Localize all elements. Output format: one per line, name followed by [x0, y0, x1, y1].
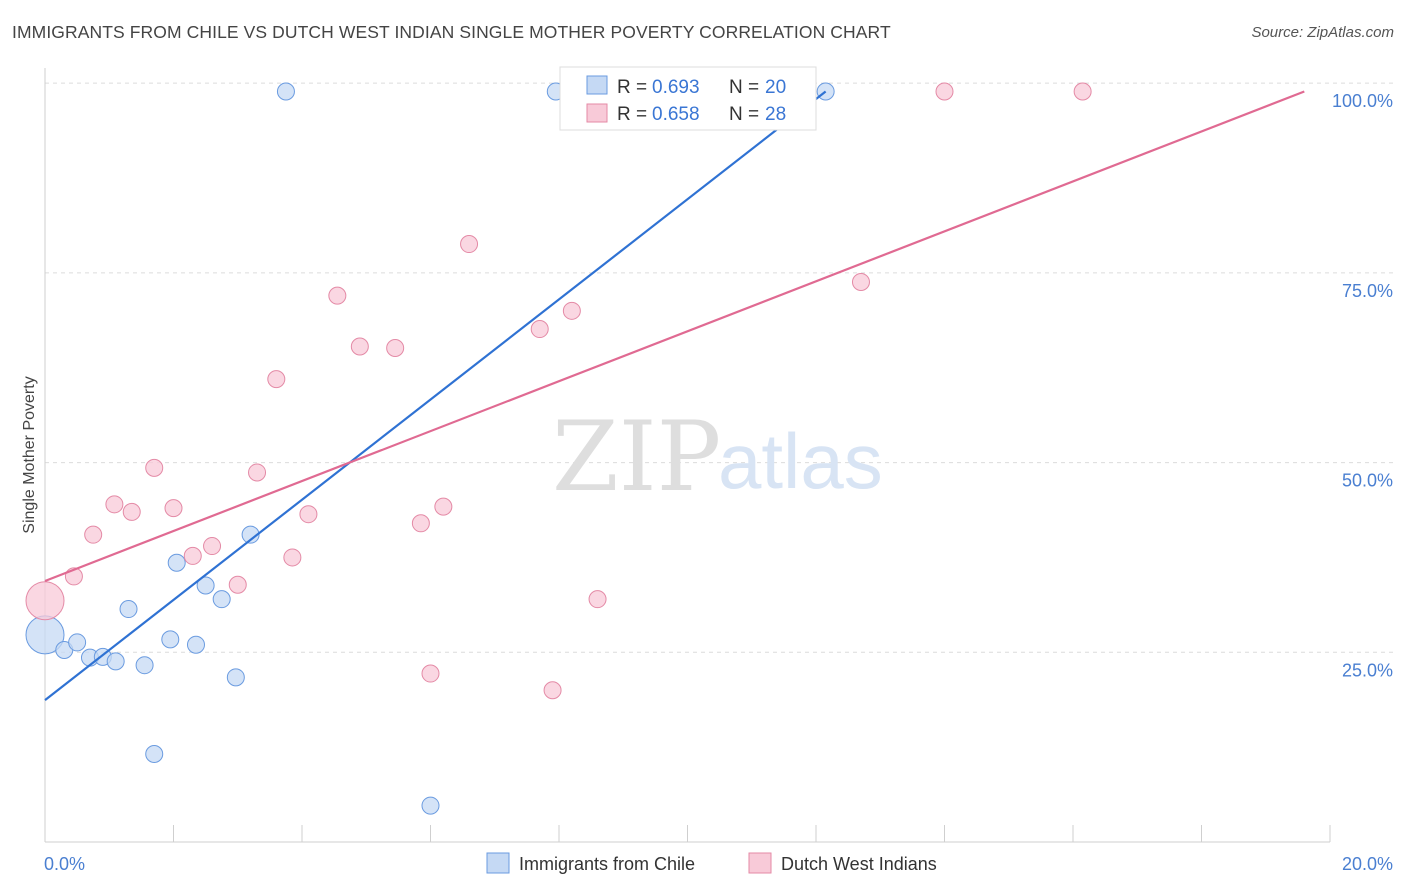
source-credit: Source: ZipAtlas.com [1251, 24, 1394, 41]
point-series0-7 [135, 656, 154, 675]
trend-lines [44, 90, 1305, 701]
x-tick-label-1: 20.0% [1342, 854, 1393, 874]
point-series1-19 [434, 497, 453, 516]
point-series1-10 [248, 463, 267, 482]
point-series1-15 [350, 337, 369, 356]
point-series1-12 [283, 548, 302, 567]
point-series0-15 [241, 525, 260, 544]
point-series1-3 [105, 495, 124, 514]
trend-line-series0 [44, 90, 827, 701]
point-series1-16 [386, 339, 405, 358]
axes [44, 68, 1331, 843]
point-series1-24 [588, 590, 607, 609]
point-series1-23 [562, 301, 581, 320]
y-tick-labels: 25.0% 50.0% 75.0% 100.0% [1332, 91, 1393, 680]
point-series0-2 [68, 633, 87, 652]
trend-line-series1 [44, 90, 1305, 582]
point-series1-22 [543, 681, 562, 700]
point-series0-11 [186, 635, 205, 654]
watermark-atlas: atlas [718, 417, 883, 505]
point-series0-5 [106, 652, 125, 671]
legend-n-label-chile: N = [729, 77, 759, 98]
grid-lines [45, 82, 1395, 653]
point-series1-4 [122, 502, 141, 521]
point-series1-14 [328, 286, 347, 305]
point-series1-20 [460, 235, 479, 254]
point-series1-7 [183, 546, 202, 565]
chart-title: IMMIGRANTS FROM CHILE VS DUTCH WEST INDI… [12, 22, 891, 42]
point-series0-17 [421, 796, 440, 815]
legend-r-value-dutch: 0.658 [652, 104, 700, 125]
point-series0-10 [167, 553, 186, 572]
y-tick-label-2: 75.0% [1342, 281, 1393, 301]
point-series1-26 [935, 82, 954, 101]
point-series1-13 [299, 505, 318, 524]
point-series0-14 [226, 668, 245, 687]
x-tick-label-0: 0.0% [44, 854, 85, 874]
legend-n-value-dutch: 28 [765, 104, 786, 125]
point-series1-18 [421, 664, 440, 683]
point-series1-6 [164, 499, 183, 518]
x-tick-labels: 0.0% 20.0% [44, 854, 1393, 874]
point-series0-13 [212, 590, 231, 609]
series-legend-swatch-dutch [748, 852, 772, 874]
point-series1-0 [25, 581, 65, 621]
watermark-zip: ZIP [552, 401, 721, 513]
point-series1-27 [1073, 82, 1092, 101]
series-legend-label-dutch: Dutch West Indians [781, 854, 937, 874]
series-legend: Immigrants from Chile Dutch West Indians [486, 852, 937, 874]
point-series1-11 [267, 370, 286, 389]
legend-swatch-dutch [586, 103, 608, 123]
y-axis-title: Single Mother Poverty [21, 376, 38, 533]
point-series0-9 [161, 630, 180, 649]
point-series1-2 [84, 525, 103, 544]
stats-legend: R = 0.693 N = 20 R = 0.658 N = 28 [559, 66, 817, 131]
point-series1-5 [145, 458, 164, 477]
legend-swatch-chile [586, 75, 608, 95]
legend-r-label-chile: R = [617, 77, 647, 98]
point-series1-8 [203, 537, 222, 556]
y-tick-label-0: 25.0% [1342, 660, 1393, 680]
y-tick-label-1: 50.0% [1342, 471, 1393, 491]
legend-r-label-dutch: R = [617, 104, 647, 125]
point-series1-25 [851, 272, 870, 291]
series-legend-label-chile: Immigrants from Chile [519, 854, 695, 874]
point-series0-12 [196, 576, 215, 595]
point-series1-21 [530, 320, 549, 339]
point-series1-17 [411, 514, 430, 533]
point-series0-8 [145, 744, 164, 763]
series-legend-swatch-chile [486, 852, 510, 874]
watermark: ZIP atlas [552, 401, 883, 513]
y-tick-label-3: 100.0% [1332, 91, 1393, 111]
point-series0-6 [119, 600, 138, 619]
legend-n-label-dutch: N = [729, 104, 759, 125]
legend-r-value-chile: 0.693 [652, 77, 700, 98]
point-series1-9 [228, 575, 247, 594]
point-series0-16 [276, 82, 295, 101]
legend-n-value-chile: 20 [765, 77, 786, 98]
